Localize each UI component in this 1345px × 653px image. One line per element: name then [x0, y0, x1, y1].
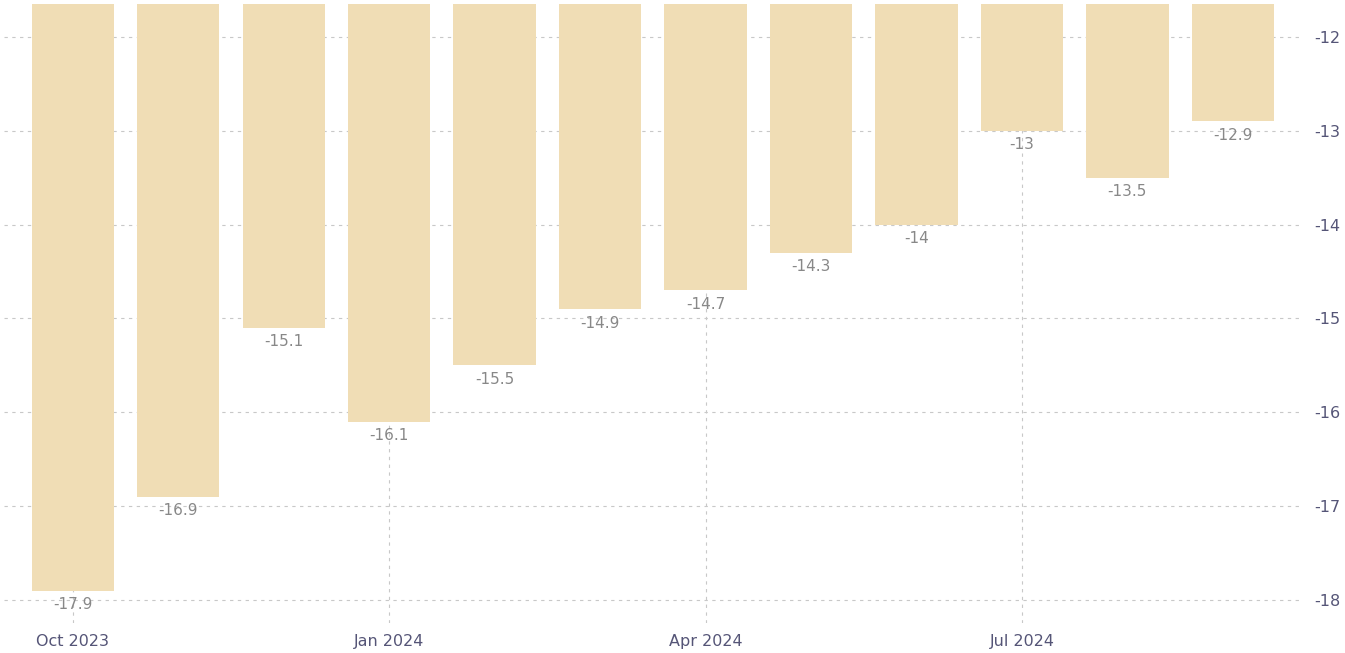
Bar — [453, 0, 535, 366]
Text: -15.1: -15.1 — [264, 334, 303, 349]
Text: -13.5: -13.5 — [1108, 184, 1147, 199]
Text: -14: -14 — [904, 231, 929, 246]
Bar — [137, 0, 219, 497]
Text: -14.7: -14.7 — [686, 297, 725, 312]
Bar — [31, 0, 114, 590]
Bar — [1087, 0, 1169, 178]
Bar — [664, 0, 746, 291]
Text: -17.9: -17.9 — [52, 597, 93, 612]
Text: -13: -13 — [1010, 137, 1034, 152]
Bar — [242, 0, 324, 328]
Bar — [876, 0, 958, 225]
Bar — [348, 0, 430, 422]
Bar — [769, 0, 853, 253]
Bar — [1192, 0, 1274, 121]
Text: -14.9: -14.9 — [580, 315, 620, 330]
Bar — [981, 0, 1063, 131]
Text: -16.1: -16.1 — [370, 428, 409, 443]
Text: -16.9: -16.9 — [159, 503, 198, 518]
Text: -12.9: -12.9 — [1213, 128, 1252, 143]
Text: -14.3: -14.3 — [791, 259, 831, 274]
Text: -15.5: -15.5 — [475, 372, 514, 387]
Bar — [560, 0, 642, 309]
